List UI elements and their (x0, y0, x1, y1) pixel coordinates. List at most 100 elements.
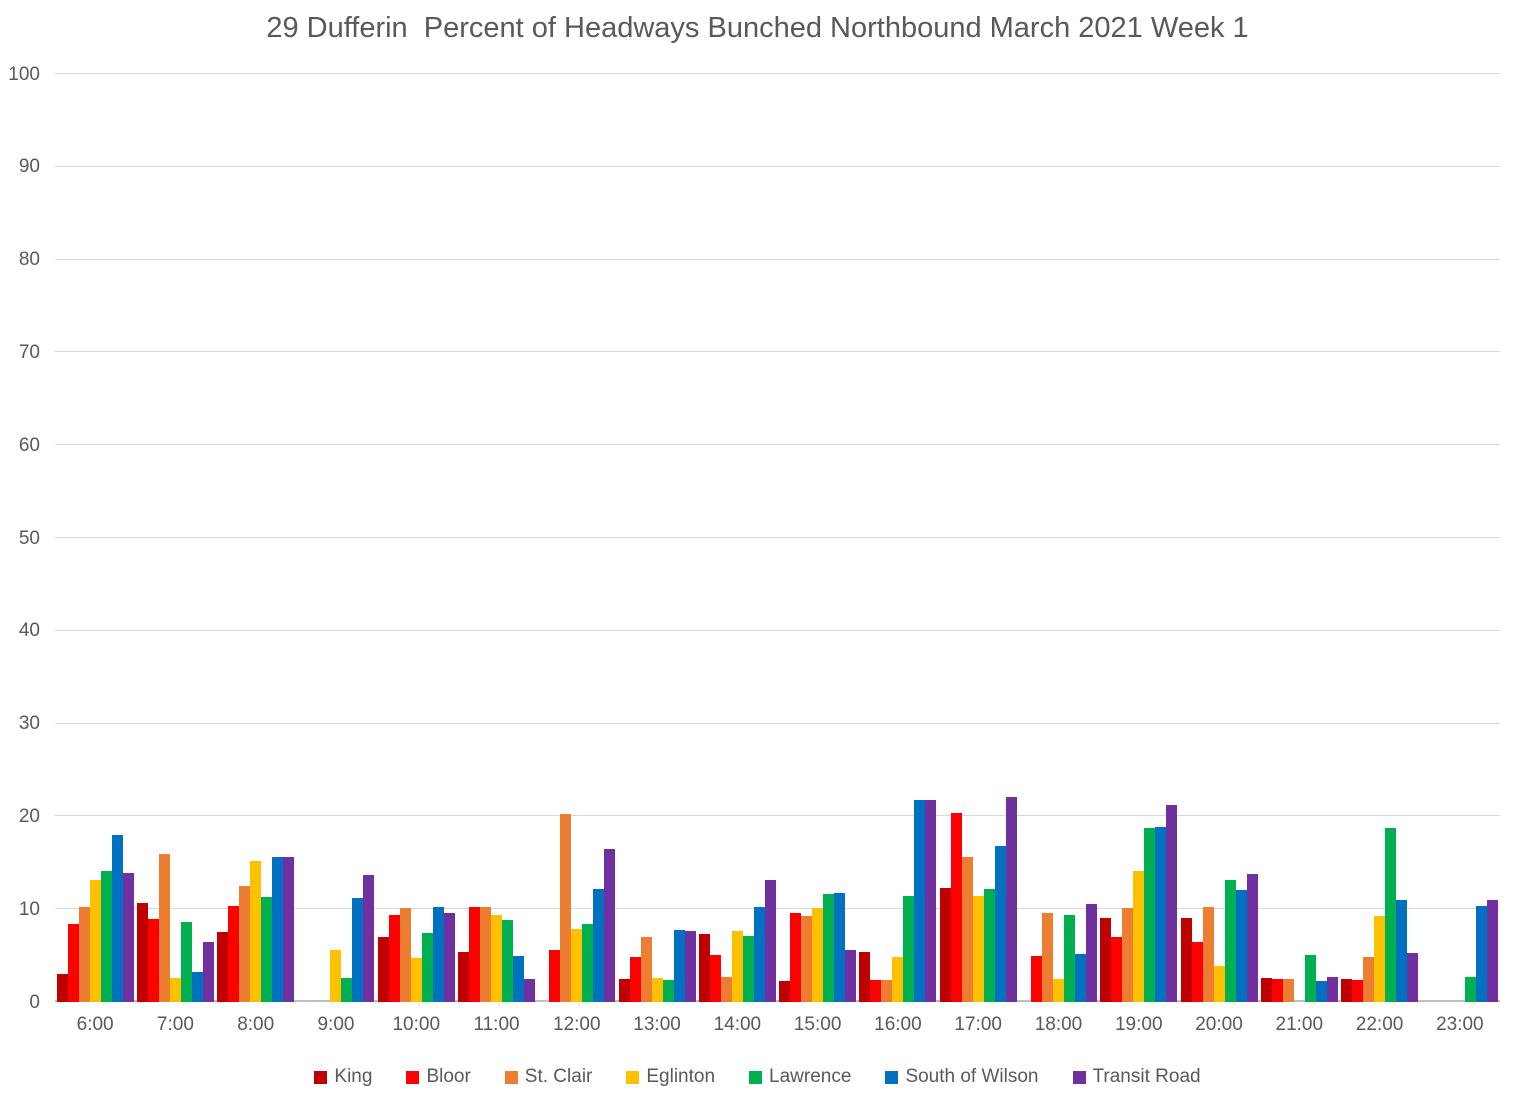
legend-label: Bloor (426, 1066, 471, 1087)
bar-bloor (1111, 937, 1123, 1002)
bar-king (56, 974, 68, 1002)
legend-item-lawrence[interactable]: Lawrence (749, 1066, 851, 1088)
bar-eglinton (410, 958, 422, 1002)
legend-item-transit-road[interactable]: Transit Road (1072, 1066, 1201, 1088)
bar-eglinton (731, 931, 743, 1002)
bar-lawrence (983, 889, 995, 1002)
bar-st-clair (881, 980, 893, 1002)
bar-king (217, 932, 229, 1002)
bar-south-of-wilson (1476, 906, 1488, 1002)
bar-bloor (1271, 979, 1283, 1002)
bar-bloor (388, 915, 400, 1002)
bar-group-12:00 (537, 74, 617, 1002)
bar-eglinton (812, 908, 824, 1002)
bar-bloor (709, 955, 721, 1002)
bar-group-13:00 (617, 74, 697, 1002)
bar-lawrence (1144, 828, 1156, 1002)
bar-group-9:00 (296, 74, 376, 1002)
bar-king (698, 934, 710, 1002)
x-axis-tick-label: 16:00 (874, 1014, 922, 1035)
bar-bloor (147, 919, 159, 1002)
legend-label: Eglinton (646, 1066, 716, 1087)
bar-st-clair (1122, 908, 1134, 1002)
x-axis-tick-label: 11:00 (473, 1014, 520, 1035)
bar-transit-road (1166, 805, 1178, 1002)
bar-south-of-wilson (914, 800, 926, 1002)
bar-south-of-wilson (1074, 954, 1086, 1002)
gridline (55, 351, 1500, 353)
bar-eglinton (491, 915, 502, 1002)
bar-south-of-wilson (593, 889, 605, 1002)
y-axis-tick-label: 80 (18, 249, 40, 271)
legend-swatch-icon (626, 1070, 640, 1084)
bar-lawrence (1385, 828, 1397, 1002)
bar-eglinton (1133, 871, 1145, 1002)
bar-transit-road (1005, 797, 1017, 1002)
bar-st-clair (78, 907, 90, 1002)
bar-lawrence (1465, 977, 1477, 1002)
y-axis-tick-label: 40 (18, 620, 40, 642)
bar-transit-road (1487, 900, 1499, 1002)
bar-group-20:00 (1179, 74, 1259, 1002)
legend-item-south-of-wilson[interactable]: South of Wilson (885, 1066, 1039, 1088)
legend-swatch-icon (1072, 1070, 1086, 1084)
bar-transit-road (1085, 904, 1097, 1002)
bar-st-clair (720, 977, 732, 1002)
bar-king (1100, 918, 1112, 1002)
legend-item-king[interactable]: King (314, 1066, 372, 1088)
chart-title: 29 Dufferin Percent of Headways Bunched … (266, 12, 1249, 44)
legend-item-st-clair[interactable]: St. Clair (504, 1066, 592, 1088)
bar-lawrence (180, 922, 192, 1002)
bar-south-of-wilson (272, 857, 284, 1002)
x-axis-tick-label: 22:00 (1355, 1014, 1404, 1035)
bar-eglinton (169, 978, 181, 1002)
bar-st-clair (1282, 979, 1294, 1002)
y-axis-tick-label: 60 (18, 434, 40, 456)
y-axis-tick-label: 10 (18, 898, 40, 920)
bar-bloor (469, 907, 480, 1002)
bar-group-10:00 (376, 74, 456, 1002)
y-axis-tick-label: 100 (8, 63, 40, 85)
bar-transit-road (764, 880, 776, 1002)
bar-bloor (790, 913, 802, 1002)
bar-group-6:00 (55, 74, 135, 1002)
bar-south-of-wilson (352, 898, 364, 1002)
bar-transit-road (845, 950, 857, 1002)
bar-group-15:00 (778, 74, 858, 1002)
bar-group-14:00 (697, 74, 777, 1002)
y-axis-tick-label: 70 (18, 341, 40, 363)
bar-transit-road (363, 875, 375, 1002)
x-axis-tick-label: 7:00 (156, 1014, 194, 1035)
gridline (55, 73, 1500, 74)
bar-king (859, 952, 871, 1002)
bar-king (618, 979, 630, 1002)
bar-bloor (950, 813, 962, 1002)
bar-king (1260, 978, 1272, 1002)
legend-item-eglinton[interactable]: Eglinton (626, 1066, 715, 1088)
bar-st-clair (1363, 957, 1375, 1002)
bar-south-of-wilson (1315, 981, 1327, 1002)
x-axis-tick-label: 10:00 (392, 1014, 441, 1035)
legend-label: King (334, 1066, 373, 1087)
legend-swatch-icon (749, 1070, 763, 1084)
bar-group-8:00 (216, 74, 296, 1002)
bar-transit-road (1246, 874, 1258, 1002)
legend-swatch-icon (406, 1070, 420, 1084)
bar-lawrence (341, 978, 353, 1002)
bar-st-clair (480, 907, 491, 1002)
x-axis-tick-label: 20:00 (1195, 1014, 1243, 1035)
bar-transit-road (1326, 977, 1338, 1002)
bar-st-clair (399, 908, 411, 1002)
bar-st-clair (1202, 907, 1214, 1002)
bar-lawrence (1063, 915, 1075, 1002)
bar-south-of-wilson (834, 893, 846, 1002)
bar-king (377, 937, 389, 1002)
x-axis-tick-label: 8:00 (237, 1014, 275, 1035)
plot-area: 0 10 20 30 40 50 60 70 80 90 100 6:00 7:00 8:00 9:00 10… (8, 64, 1500, 1035)
legend-item-bloor[interactable]: Bloor (406, 1066, 471, 1088)
bar-lawrence (100, 871, 112, 1002)
gridline (55, 815, 1500, 817)
x-axis-tick-label: 12:00 (553, 1014, 601, 1035)
bar-transit-road (443, 913, 455, 1002)
legend-label: South of Wilson (905, 1066, 1039, 1087)
